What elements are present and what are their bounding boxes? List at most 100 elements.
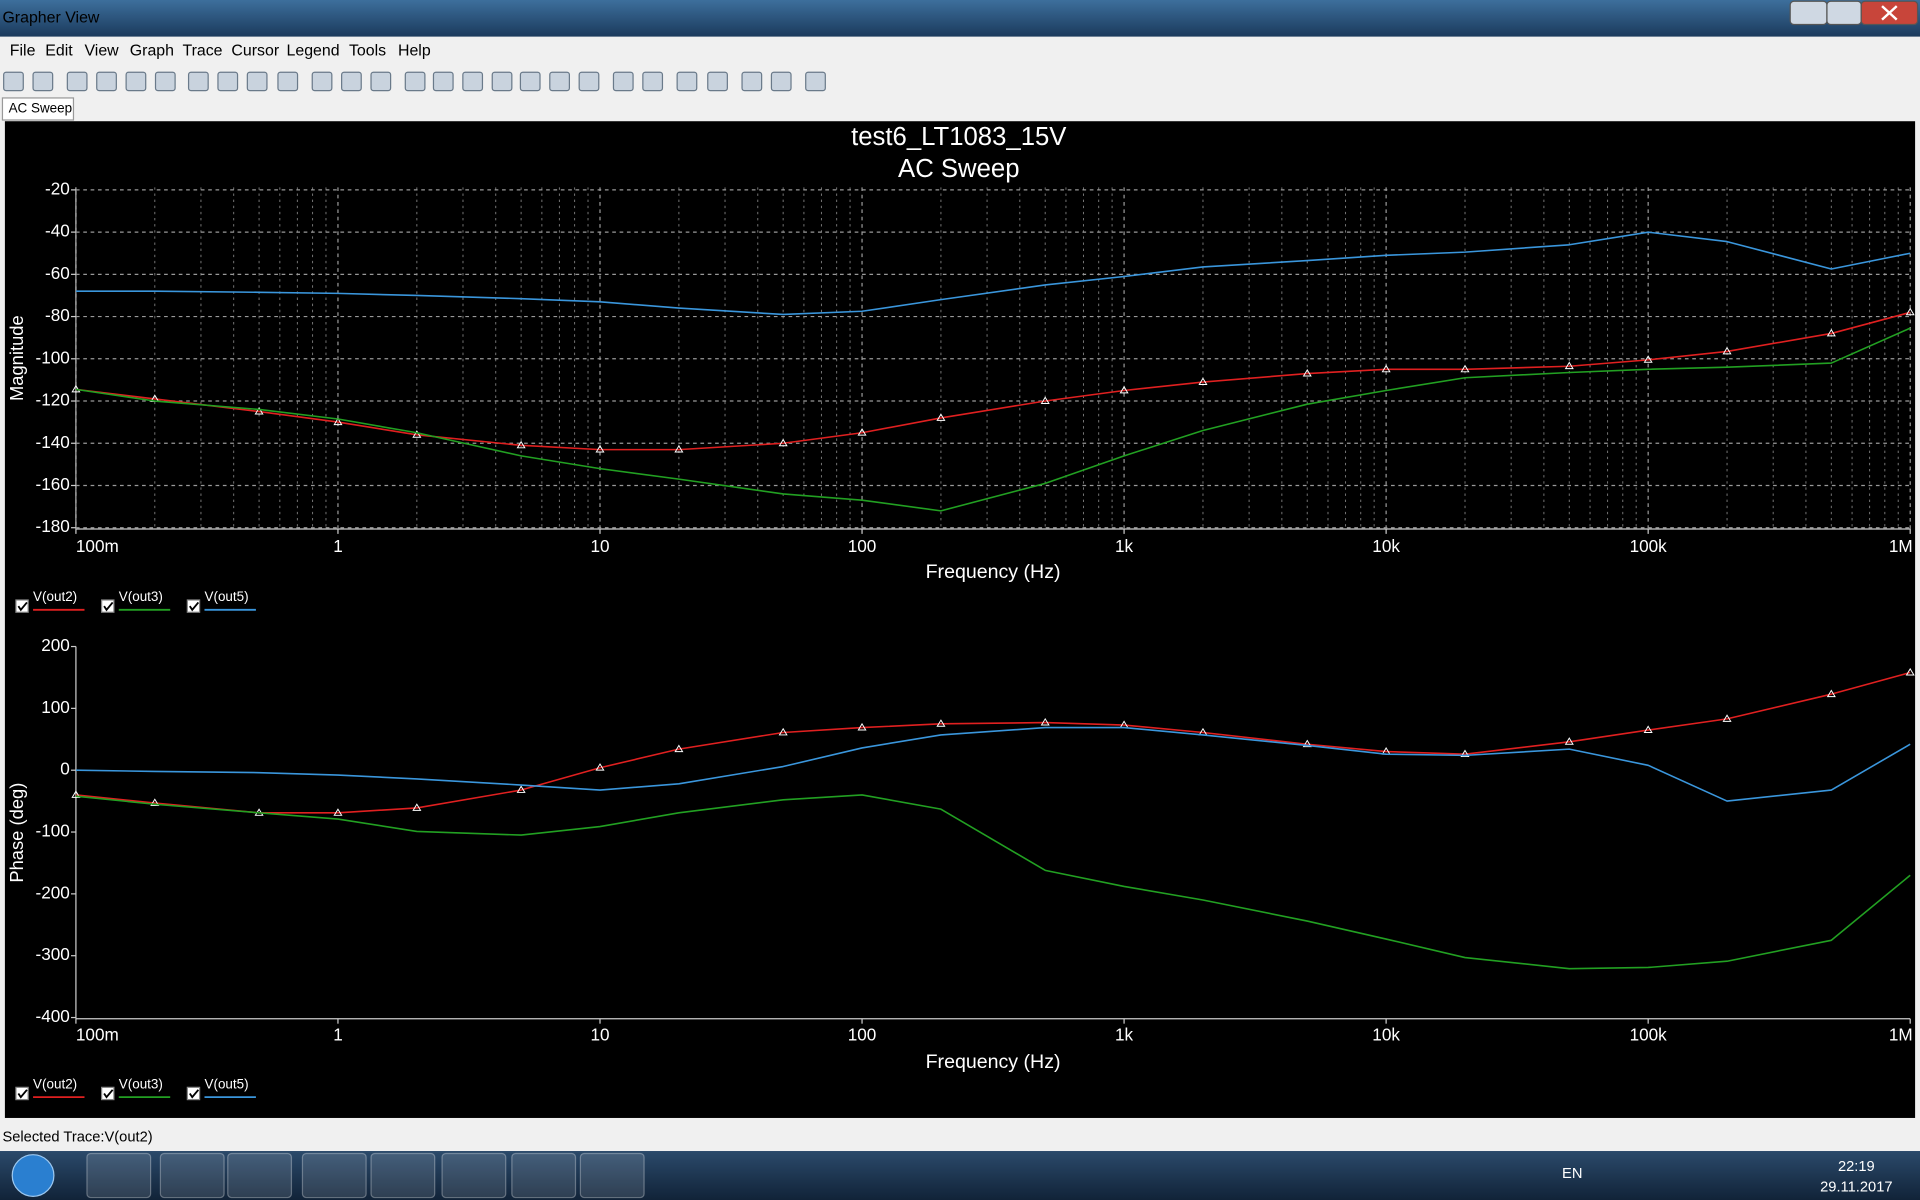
legend-label[interactable]: V(out5) <box>204 589 248 604</box>
start-button[interactable] <box>11 1154 55 1197</box>
legend-label[interactable]: V(out2) <box>33 1076 77 1091</box>
toolbar-button[interactable] <box>311 71 333 92</box>
series-marker <box>595 444 605 453</box>
menu-item[interactable]: Legend <box>287 43 340 60</box>
toolbar-icons <box>3 71 826 92</box>
toolbar-button[interactable] <box>462 71 484 92</box>
series-marker <box>857 722 867 731</box>
taskbar-app[interactable] <box>301 1152 367 1199</box>
legend-checkbox[interactable] <box>186 599 201 613</box>
toolbar-button[interactable] <box>578 71 600 92</box>
series-marker <box>674 744 684 753</box>
series-marker <box>1826 328 1836 337</box>
x-tick-label: 1 <box>333 1024 343 1044</box>
toolbar-button[interactable] <box>805 71 826 92</box>
legend-checkbox[interactable] <box>101 1086 115 1101</box>
toolbar-button[interactable] <box>770 71 792 92</box>
x-tick-label: 100m <box>76 536 119 556</box>
toolbar-button[interactable] <box>3 71 24 92</box>
series-marker <box>778 727 788 736</box>
toolbar-button[interactable] <box>519 71 541 92</box>
series-marker <box>674 444 684 453</box>
legend-checkbox[interactable] <box>15 1086 29 1101</box>
language[interactable]: EN <box>1562 1166 1582 1182</box>
window-title: Grapher View <box>2 10 99 27</box>
menu-item[interactable]: Graph <box>130 43 174 60</box>
minimize-button[interactable] <box>1789 0 1828 26</box>
x-axis-label: Frequency (Hz) <box>926 1051 1061 1073</box>
toolbar-button[interactable] <box>676 71 698 92</box>
x-tick-label: 100 <box>848 536 877 556</box>
menu-item[interactable]: View <box>84 43 119 60</box>
series-marker <box>1722 346 1732 355</box>
menu-item[interactable]: Trace <box>182 43 222 60</box>
toolbar-button[interactable] <box>642 71 664 92</box>
toolbar-button[interactable] <box>217 71 239 92</box>
toolbar-button[interactable] <box>612 71 634 92</box>
taskbar-app[interactable] <box>441 1152 507 1199</box>
toolbar-button[interactable] <box>741 71 763 92</box>
toolbar-button[interactable] <box>549 71 570 92</box>
toolbar-button[interactable] <box>96 71 117 92</box>
menu-bar <box>0 36 1920 67</box>
menu-item[interactable]: Tools <box>349 43 386 60</box>
series-marker <box>1460 749 1470 758</box>
toolbar-button[interactable] <box>66 71 88 92</box>
series-line <box>75 311 1911 451</box>
taskbar-app[interactable] <box>511 1152 577 1199</box>
series-line <box>75 231 1911 316</box>
menu-item[interactable]: Cursor <box>231 43 279 60</box>
toolbar-button[interactable] <box>32 71 54 92</box>
toolbar-button[interactable] <box>341 71 362 92</box>
toolbar-button[interactable] <box>277 71 299 92</box>
clock-time[interactable]: 22:19 <box>1838 1159 1875 1175</box>
taskbar-app[interactable] <box>579 1152 645 1199</box>
series-marker <box>936 719 946 727</box>
taskbar-app[interactable] <box>227 1152 293 1199</box>
toolbar-button[interactable] <box>154 71 176 92</box>
toolbar-button[interactable] <box>125 71 147 92</box>
taskbar-app[interactable] <box>159 1152 225 1199</box>
x-tick-label: 1M <box>1889 536 1913 556</box>
toolbar-button[interactable] <box>432 71 454 92</box>
series-marker <box>936 413 946 421</box>
taskbar <box>0 1151 1920 1200</box>
menu-item[interactable]: Edit <box>45 43 73 60</box>
legend-label[interactable]: V(out5) <box>204 1076 248 1091</box>
chart-subtitle: AC Sweep <box>898 155 1019 183</box>
toolbar-button[interactable] <box>404 71 426 92</box>
legend-label[interactable]: V(out3) <box>119 1076 163 1091</box>
taskbar-apps <box>86 1152 645 1199</box>
menu-item[interactable]: File <box>10 43 36 60</box>
x-tick-label: 100m <box>76 1024 119 1044</box>
tab[interactable] <box>1 97 75 121</box>
legend-checkbox[interactable] <box>186 1086 201 1101</box>
legend-checkbox[interactable] <box>15 599 29 613</box>
x-tick-label: 100k <box>1630 1024 1668 1044</box>
taskbar-app[interactable] <box>370 1152 436 1199</box>
legend-label[interactable]: V(out3) <box>119 589 163 604</box>
x-tick-label: 100k <box>1630 536 1668 556</box>
x-tick-label: 1k <box>1115 536 1134 556</box>
taskbar-app[interactable] <box>86 1152 152 1199</box>
series-marker <box>1905 667 1915 676</box>
menu-item[interactable]: Help <box>398 43 431 60</box>
series-marker <box>71 384 81 393</box>
legend-label[interactable]: V(out2) <box>33 589 77 604</box>
series-marker <box>778 438 788 447</box>
series-marker <box>1040 717 1050 726</box>
maximize-button[interactable] <box>1826 0 1862 26</box>
toolbar-button[interactable] <box>491 71 513 92</box>
toolbar-button[interactable] <box>187 71 209 92</box>
toolbar-button[interactable] <box>370 71 392 92</box>
series-marker <box>150 798 160 806</box>
toolbar-button[interactable] <box>707 71 728 92</box>
y-tick-label: -20 <box>45 178 70 198</box>
x-tick-label: 1M <box>1889 1024 1913 1044</box>
toolbar-button[interactable] <box>246 71 268 92</box>
legend-checkbox[interactable] <box>101 599 115 613</box>
clock-date[interactable]: 29.11.2017 <box>1820 1180 1892 1196</box>
y-tick-label: -100 <box>36 821 70 841</box>
